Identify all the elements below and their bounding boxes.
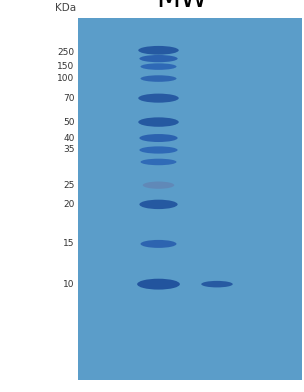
Text: MW: MW xyxy=(157,0,208,13)
Ellipse shape xyxy=(138,46,179,54)
Ellipse shape xyxy=(139,200,178,209)
Bar xyxy=(78,18,302,380)
Ellipse shape xyxy=(138,94,179,103)
Text: 35: 35 xyxy=(63,145,74,154)
Text: 40: 40 xyxy=(63,134,74,143)
Text: 10: 10 xyxy=(63,279,74,289)
Ellipse shape xyxy=(139,146,178,154)
Text: 150: 150 xyxy=(57,62,74,71)
Text: 20: 20 xyxy=(63,200,74,209)
Ellipse shape xyxy=(140,240,177,248)
Text: 100: 100 xyxy=(57,74,74,83)
Text: 25: 25 xyxy=(63,181,74,190)
Ellipse shape xyxy=(140,75,177,82)
Ellipse shape xyxy=(137,279,180,290)
Ellipse shape xyxy=(140,159,177,165)
Ellipse shape xyxy=(139,134,178,142)
Ellipse shape xyxy=(138,117,179,127)
Text: 50: 50 xyxy=(63,118,74,127)
Ellipse shape xyxy=(140,64,177,70)
Ellipse shape xyxy=(139,55,178,62)
Text: 15: 15 xyxy=(63,240,74,249)
Text: 70: 70 xyxy=(63,94,74,103)
Ellipse shape xyxy=(143,181,174,189)
Ellipse shape xyxy=(201,281,233,287)
Text: 250: 250 xyxy=(57,48,74,57)
Text: KDa: KDa xyxy=(55,2,76,13)
